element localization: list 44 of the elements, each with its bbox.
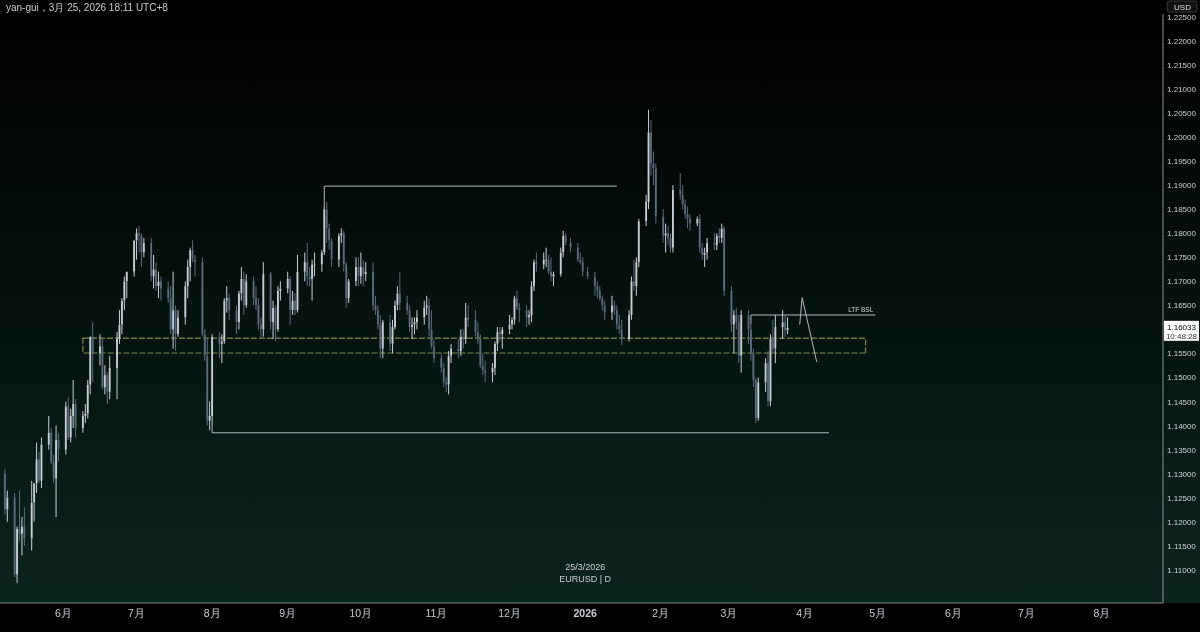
text: 10:48:28 xyxy=(1165,331,1198,341)
y-tick-label: 1.14500 xyxy=(1167,397,1197,407)
x-tick-label: 11月 xyxy=(425,607,448,619)
y-axis-title: USD xyxy=(1174,2,1192,12)
y-tick-label: 1.20500 xyxy=(1167,109,1197,119)
y-tick-label: 1.17000 xyxy=(1167,277,1197,287)
x-tick-label: 3月 xyxy=(720,607,738,619)
y-tick-label: 1.21500 xyxy=(1167,60,1197,70)
y-tick-label: 1.15000 xyxy=(1167,373,1197,383)
y-tick-label: 1.18000 xyxy=(1167,229,1197,239)
y-tick-label: 1.11000 xyxy=(1167,565,1197,575)
annotation: EURUSD | D xyxy=(559,574,612,584)
y-tick-label: 1.12500 xyxy=(1167,493,1197,503)
y-tick-label: 1.13000 xyxy=(1167,469,1197,479)
y-tick-label: 1.16500 xyxy=(1167,301,1197,311)
x-tick-label: 9月 xyxy=(279,607,297,619)
x-tick-label: 6月 xyxy=(944,607,962,619)
y-tick-label: 1.14000 xyxy=(1167,421,1197,431)
y-tick-label: 1.22000 xyxy=(1167,36,1197,46)
y-tick-label: 1.13500 xyxy=(1167,445,1197,455)
text: 1.16033 xyxy=(1167,322,1197,332)
x-tick-label: 2026 xyxy=(573,607,597,619)
x-tick-label: 7月 xyxy=(1018,607,1035,619)
x-tick-label: 7月 xyxy=(128,607,145,619)
y-tick-label: 1.20000 xyxy=(1167,133,1197,143)
x-tick-label: 2月 xyxy=(652,607,670,619)
x-tick-label: 12月 xyxy=(498,607,521,619)
x-tick-label: 4月 xyxy=(796,607,814,619)
y-tick-label: 1.19500 xyxy=(1167,157,1197,167)
x-tick-label: 5月 xyxy=(869,607,887,619)
y-tick-label: 1.12000 xyxy=(1167,517,1197,527)
y-tick-label: 1.22500 xyxy=(1167,12,1197,22)
y-tick-label: 1.19000 xyxy=(1167,181,1197,191)
x-tick-label: 10月 xyxy=(349,607,373,619)
x-tick-label: 6月 xyxy=(54,607,72,619)
x-tick-label: 8月 xyxy=(1093,607,1111,619)
y-tick-label: 1.17500 xyxy=(1167,253,1197,263)
y-tick-label: 1.18500 xyxy=(1167,205,1197,215)
y-tick-label: 1.21000 xyxy=(1167,85,1197,95)
y-tick-label: 1.15500 xyxy=(1167,349,1197,359)
annotation: 25/3/2026 xyxy=(565,562,606,572)
y-tick-label: 1.11500 xyxy=(1167,541,1197,551)
x-tick-label: 8月 xyxy=(203,607,221,619)
chart-title: yan-gui，3月 25, 2026 18:11 UTC+8 xyxy=(6,2,169,13)
